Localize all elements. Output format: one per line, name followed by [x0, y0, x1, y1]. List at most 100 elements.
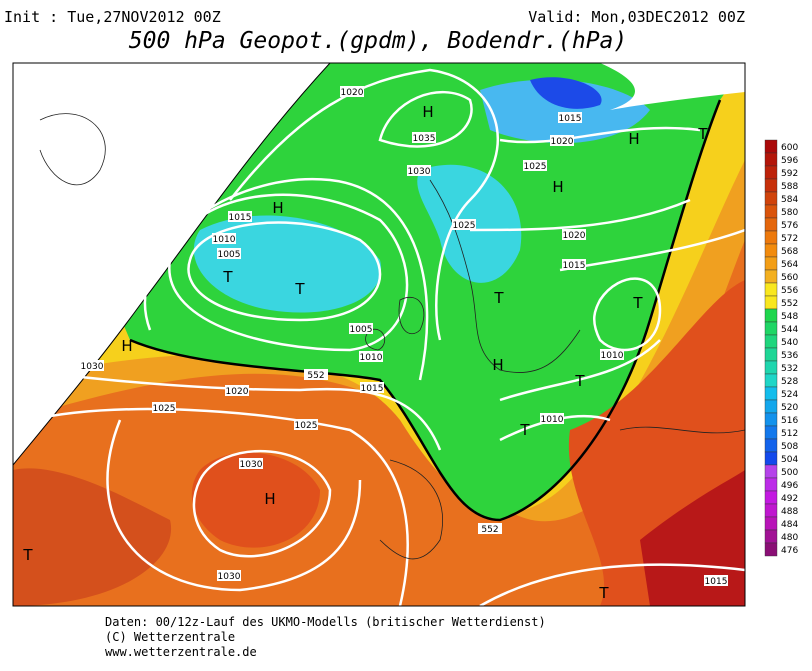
- pressure-center: H: [264, 490, 275, 508]
- pressure-center: T: [697, 125, 708, 143]
- colorbar-cell: [764, 217, 778, 232]
- colorbar-label: 556: [781, 286, 798, 296]
- colorbar-label: 540: [781, 338, 798, 348]
- isobar-label: 1010: [213, 235, 236, 245]
- colorbar-label: 572: [781, 234, 798, 244]
- isobar-label: 1020: [563, 231, 586, 241]
- map-labels: H 1020 1035 1015 1020 H T 1025 H 1030 H 1015 1025 101…: [22, 86, 728, 602]
- label-box: [239, 458, 263, 469]
- isobar-label: 1030: [240, 460, 263, 470]
- colorbar-label: 544: [781, 325, 798, 335]
- colorbar-label: 496: [781, 481, 798, 491]
- colorbar-cell: [764, 334, 778, 349]
- colorbar-cell: [764, 425, 778, 440]
- colorbar-label: 584: [781, 195, 798, 205]
- isobar-label: 552: [307, 371, 324, 381]
- colorbar-cell: [764, 386, 778, 401]
- label-box: [704, 575, 728, 586]
- cyan-area: [193, 215, 382, 313]
- colorbar-label: 588: [781, 182, 798, 192]
- label-box: [340, 86, 364, 97]
- pressure-center: T: [519, 421, 530, 439]
- colorbar-cell: [764, 295, 778, 310]
- colorbar-label: 492: [781, 494, 798, 504]
- pressure-center: H: [422, 103, 433, 121]
- label-box: [304, 369, 328, 380]
- isobar-label: 1020: [341, 88, 364, 98]
- isobar-label: 1010: [360, 353, 383, 363]
- red-area: [13, 468, 172, 606]
- colorbar-cell: [764, 412, 778, 427]
- colorbar-label: 568: [781, 247, 798, 257]
- pressure-center: T: [493, 289, 504, 307]
- pressure-center: T: [294, 280, 305, 298]
- label-box: [294, 419, 318, 430]
- map-title: 500 hPa Geopot.(gpdm), Bodendr.(hPa): [129, 28, 628, 54]
- isobar-label: 1020: [551, 137, 574, 147]
- colorbar-label: 504: [781, 455, 798, 465]
- colorbar-label: 596: [781, 156, 798, 166]
- colorbar: 600 596 592 588 584 580 576 572 568 564 560 556 552 5…: [764, 139, 798, 557]
- colorbar-cell: [764, 243, 778, 258]
- isobar-label: 1015: [361, 384, 384, 394]
- isobar-label: 1015: [559, 114, 582, 124]
- colorbar-label: 476: [781, 546, 798, 556]
- label-box: [360, 382, 384, 393]
- isobar-label: 1020: [226, 387, 249, 397]
- isobar-label: 1030: [81, 362, 104, 372]
- dark-red-area: [640, 470, 745, 606]
- label-box: [540, 413, 564, 424]
- colorbar-cell: [764, 282, 778, 297]
- colorbar-label: 536: [781, 351, 798, 361]
- pressure-center: T: [222, 268, 233, 286]
- label-box: [600, 349, 624, 360]
- colorbar-cell: [764, 152, 778, 167]
- label-box: [478, 523, 502, 534]
- red-area: [191, 452, 320, 548]
- isobar-label: 1005: [350, 325, 373, 335]
- label-box: [152, 402, 176, 413]
- isobar-label: 1025: [153, 404, 176, 414]
- init-time: Init : Tue,27NOV2012 00Z: [4, 8, 221, 26]
- map-field: H 1020 1035 1015 1020 H T 1025 H 1030 H 1015 1025 101…: [13, 63, 745, 606]
- colorbar-label: 484: [781, 520, 798, 530]
- colorbar-label: 580: [781, 208, 798, 218]
- label-box: [225, 385, 249, 396]
- colorbar-label: 480: [781, 533, 798, 543]
- label-box: [228, 211, 252, 222]
- label-box: [562, 229, 586, 240]
- isobar-label: 1010: [541, 415, 564, 425]
- isobar-label: 1015: [229, 213, 252, 223]
- label-box: [217, 570, 241, 581]
- colorbar-cell: [764, 230, 778, 245]
- pressure-center: H: [272, 199, 283, 217]
- blue-area: [480, 79, 650, 144]
- colorbar-label: 520: [781, 403, 798, 413]
- label-box: [212, 233, 236, 244]
- colorbar-label: 576: [781, 221, 798, 231]
- colorbar-label: 532: [781, 364, 798, 374]
- pressure-center: H: [492, 356, 503, 374]
- colorbar-label: 592: [781, 169, 798, 179]
- colorbar-cell: [764, 308, 778, 323]
- colorbar-cell: [764, 321, 778, 336]
- isobar-label: 1025: [453, 221, 476, 231]
- label-box: [452, 219, 476, 230]
- colorbar-cell: [764, 347, 778, 362]
- isobar-label: 1010: [601, 351, 624, 361]
- colorbar-label: 488: [781, 507, 798, 517]
- footer-line: www.wetterzentrale.de: [105, 645, 257, 659]
- isobar-label: 1015: [563, 261, 586, 271]
- label-box: [550, 135, 574, 146]
- footer-line: (C) Wetterzentrale: [105, 630, 235, 644]
- colorbar-label: 508: [781, 442, 798, 452]
- label-box: [558, 112, 582, 123]
- isobar-label: 1030: [218, 572, 241, 582]
- label-box: [359, 351, 383, 362]
- pressure-center: H: [121, 337, 132, 355]
- isobar-label: 1035: [413, 134, 436, 144]
- outside-projection: [600, 63, 745, 110]
- isobar-label: 1005: [218, 250, 241, 260]
- colorbar-cell: [764, 529, 778, 544]
